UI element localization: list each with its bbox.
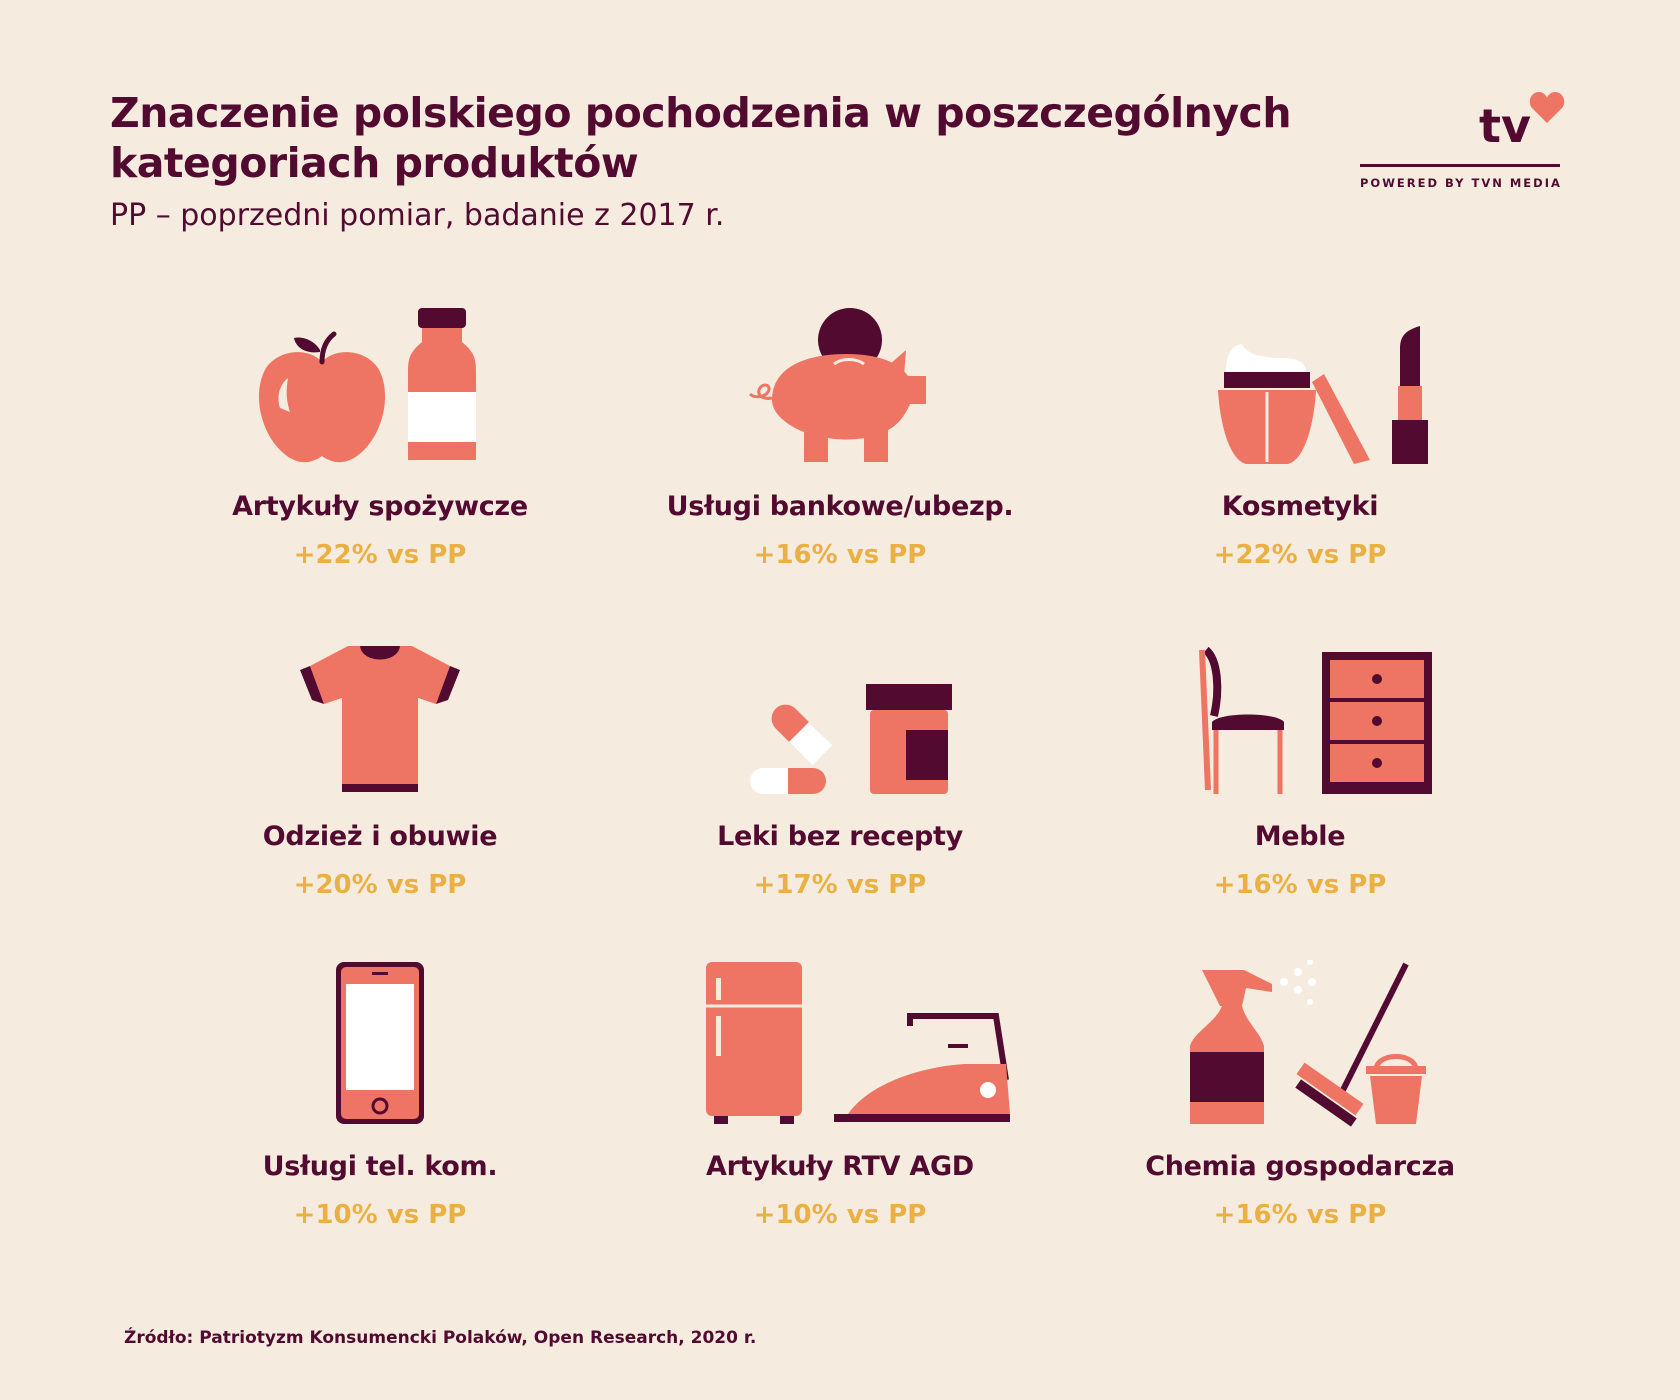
category-label: Chemia gospodarcza xyxy=(1145,1151,1455,1182)
smartphone-icon xyxy=(336,962,424,1124)
cleaning-icon xyxy=(1190,960,1426,1127)
category-furniture: Meble +16% vs PP xyxy=(1060,630,1540,902)
category-clothing: Odzież i obuwie +20% vs PP xyxy=(140,630,620,902)
page-subtitle: PP – poprzedni pomiar, badanie z 2017 r. xyxy=(110,198,725,233)
logo-divider xyxy=(1360,164,1560,167)
apple-bottle-icon xyxy=(258,308,476,463)
category-medicine: Leki bez recepty +17% vs PP xyxy=(600,630,1080,902)
category-label: Artykuły RTV AGD xyxy=(706,1151,974,1182)
category-value: +10% vs PP xyxy=(753,1200,927,1230)
category-label: Kosmetyki xyxy=(1221,491,1379,522)
logo-text: tv xyxy=(1479,99,1531,153)
category-value: +22% vs PP xyxy=(1213,540,1387,570)
category-value: +17% vs PP xyxy=(753,870,927,900)
chair-dresser-icon xyxy=(1199,646,1432,794)
category-label: Usługi bankowe/ubezp. xyxy=(666,491,1014,522)
category-value: +10% vs PP xyxy=(293,1200,467,1230)
category-telecom: Usługi tel. kom. +10% vs PP xyxy=(140,960,620,1232)
fridge-iron-icon xyxy=(706,962,1010,1124)
tvn-logo: tv POWERED BY TVN MEDIA xyxy=(1360,90,1565,200)
category-banking: Usługi bankowe/ubezp. +16% vs PP xyxy=(600,300,1080,572)
category-label: Odzież i obuwie xyxy=(262,821,498,852)
tshirt-icon xyxy=(300,646,460,792)
page-title: Znaczenie polskiego pochodzenia w poszcz… xyxy=(110,89,1292,187)
category-label: Artykuły spożywcze xyxy=(232,491,528,522)
piggy-bank-icon xyxy=(748,308,926,462)
category-label: Meble xyxy=(1254,821,1346,852)
category-appliances: Artykuły RTV AGD +10% vs PP xyxy=(600,960,1080,1232)
category-value: +22% vs PP xyxy=(293,540,467,570)
pills-icon xyxy=(750,684,952,794)
category-value: +16% vs PP xyxy=(1213,1200,1387,1230)
logo-caption: POWERED BY TVN MEDIA xyxy=(1360,176,1562,190)
cosmetics-icon xyxy=(1218,326,1428,464)
category-household-chemicals: Chemia gospodarcza +16% vs PP xyxy=(1060,960,1540,1232)
category-label: Usługi tel. kom. xyxy=(262,1151,498,1182)
source-note: Źródło: Patriotyzm Konsumencki Polaków, … xyxy=(124,1328,757,1348)
category-food: Artykuły spożywcze +22% vs PP xyxy=(140,300,620,572)
category-value: +16% vs PP xyxy=(753,540,927,570)
heart-icon xyxy=(1529,92,1565,123)
category-label: Leki bez recepty xyxy=(717,821,963,852)
category-value: +20% vs PP xyxy=(293,870,467,900)
category-cosmetics: Kosmetyki +22% vs PP xyxy=(1060,300,1540,572)
category-value: +16% vs PP xyxy=(1213,870,1387,900)
